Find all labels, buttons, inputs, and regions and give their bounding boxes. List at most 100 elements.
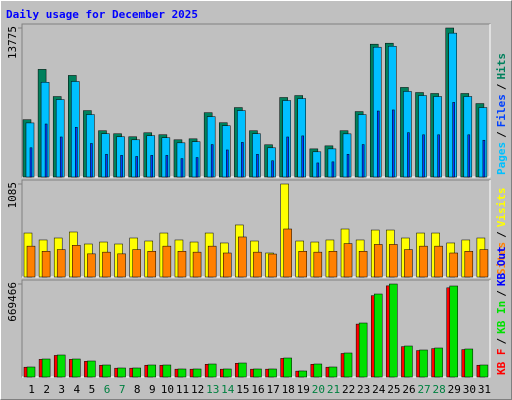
- bar: [268, 253, 277, 278]
- bar: [434, 245, 443, 278]
- bar: [102, 251, 111, 278]
- x-tick-label: 1: [28, 383, 35, 396]
- x-tick-label: 27: [417, 383, 430, 396]
- x-tick-label: 8: [134, 383, 141, 396]
- legend-entry: Sites: [495, 242, 508, 275]
- bar: [135, 156, 138, 178]
- bar: [117, 253, 126, 278]
- bar: [210, 144, 214, 178]
- bar: [90, 143, 93, 178]
- bar: [404, 345, 413, 378]
- x-tick-label: 23: [357, 383, 370, 396]
- legend-separator: /: [495, 338, 508, 345]
- bar: [419, 245, 428, 278]
- x-tick-label: 17: [266, 383, 279, 396]
- bar: [72, 358, 81, 378]
- bar: [87, 360, 96, 378]
- bar: [419, 349, 428, 378]
- x-tick-label: 3: [58, 383, 65, 396]
- legend: KB F / KB In / KB Out: [495, 246, 508, 375]
- x-tick-label: 5: [89, 383, 96, 396]
- bar: [298, 251, 307, 278]
- x-tick-label: 31: [478, 383, 491, 396]
- bar: [241, 142, 244, 178]
- bar: [373, 244, 383, 278]
- bar: [404, 249, 413, 278]
- x-tick-label: 28: [433, 383, 446, 396]
- bar: [358, 251, 368, 278]
- bar: [56, 354, 66, 378]
- y-tick-label: 13775: [6, 26, 19, 59]
- bar: [117, 367, 126, 378]
- bar: [313, 251, 323, 278]
- bar: [361, 144, 365, 178]
- bar: [177, 251, 187, 278]
- bar: [180, 158, 184, 178]
- x-tick-label: 21: [327, 383, 340, 396]
- legend-entry: Files: [495, 94, 508, 127]
- bar: [162, 364, 172, 378]
- bar: [392, 109, 395, 178]
- bar: [268, 368, 277, 378]
- bar: [41, 358, 51, 378]
- bar: [301, 135, 304, 178]
- legend-entry: KB F: [495, 349, 508, 376]
- bar: [29, 147, 33, 178]
- bar: [195, 157, 199, 178]
- bar: [87, 253, 96, 278]
- bar: [102, 364, 111, 378]
- bar: [238, 236, 247, 278]
- bar: [343, 352, 353, 378]
- bar: [464, 251, 474, 278]
- x-tick-label: 6: [104, 383, 111, 396]
- bar: [376, 110, 380, 178]
- bar: [452, 102, 455, 178]
- bar: [207, 245, 217, 278]
- bar: [105, 154, 108, 178]
- x-tick-label: 13: [206, 383, 219, 396]
- legend-entry: KB In: [495, 301, 508, 334]
- bar: [346, 154, 350, 178]
- x-tick-label: 24: [372, 383, 386, 396]
- x-tick-label: 11: [176, 383, 189, 396]
- bar: [479, 364, 489, 378]
- legend-separator: /: [495, 290, 508, 297]
- legend-entry: Pages: [495, 142, 508, 175]
- bar: [449, 285, 458, 378]
- bar: [207, 363, 217, 378]
- bar: [316, 162, 320, 178]
- y-tick-label: 1085: [6, 182, 19, 209]
- legend-entry: Hits: [495, 53, 508, 80]
- x-tick-label: 7: [119, 383, 126, 396]
- y-tick-label: 669466: [6, 282, 19, 322]
- bar: [331, 161, 335, 178]
- x-tick-label: 20: [312, 383, 325, 396]
- x-tick-label: 4: [74, 383, 81, 396]
- bar: [328, 366, 338, 378]
- x-tick-label: 15: [236, 383, 249, 396]
- x-tick-label: 9: [149, 383, 156, 396]
- bar: [147, 364, 157, 378]
- bar: [256, 154, 259, 178]
- legend-separator: /: [495, 131, 508, 138]
- legend: Sites / Visits: [495, 188, 508, 276]
- bar: [223, 252, 232, 278]
- bar: [177, 368, 187, 378]
- x-tick-label: 12: [191, 383, 204, 396]
- bar: [192, 251, 202, 278]
- bar: [437, 134, 440, 178]
- legend: Pages / Files / Hits: [495, 53, 508, 175]
- bar: [407, 132, 410, 178]
- bar: [283, 228, 292, 278]
- bar: [253, 368, 262, 378]
- x-tick-label: 18: [282, 383, 295, 396]
- bar: [56, 249, 66, 278]
- bar: [373, 293, 383, 378]
- bar: [41, 251, 51, 278]
- bar: [147, 251, 157, 278]
- x-tick-label: 26: [402, 383, 415, 396]
- bar: [162, 245, 172, 278]
- bar: [313, 363, 323, 378]
- legend-entry: Visits: [495, 188, 508, 228]
